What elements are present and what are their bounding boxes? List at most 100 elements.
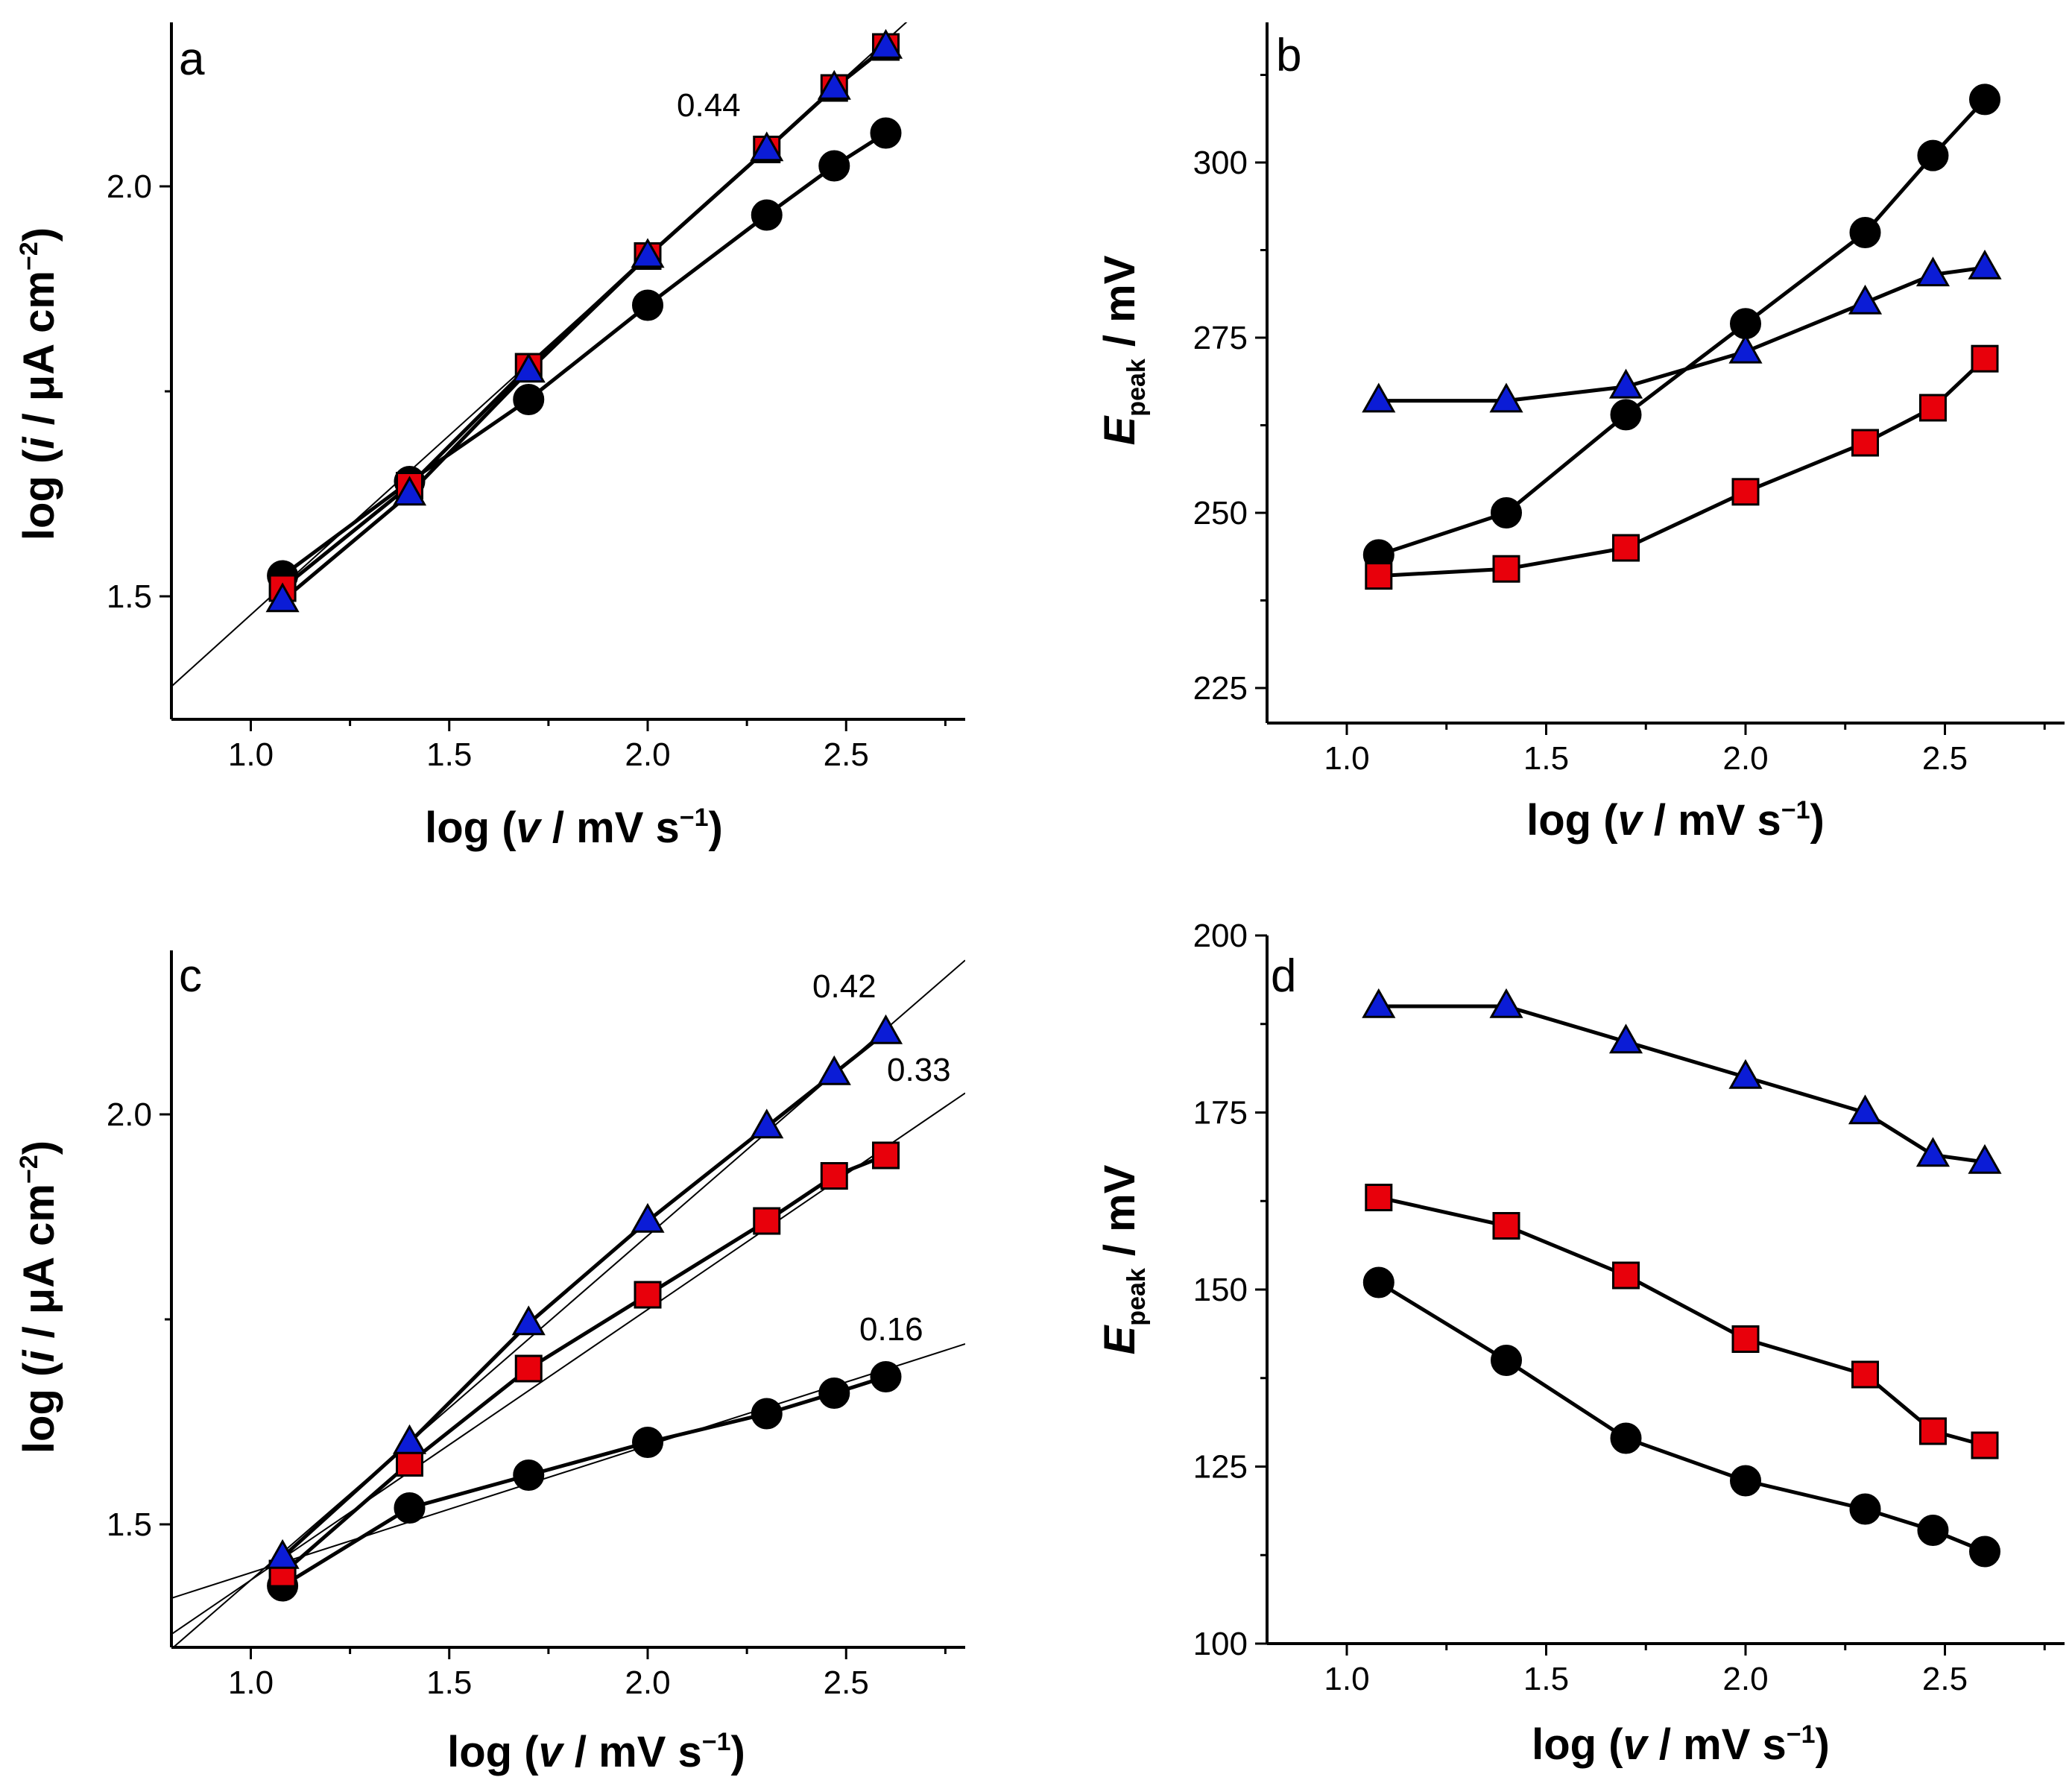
circle-marker bbox=[1491, 1345, 1522, 1376]
triangle-marker bbox=[1608, 1023, 1643, 1054]
panel-b-x-axis-title: log (v / mV s−1) bbox=[1526, 796, 1825, 845]
y-tick-label: 300 bbox=[1193, 145, 1248, 181]
y-tick-label: 100 bbox=[1193, 1626, 1248, 1662]
square-marker bbox=[1365, 1184, 1393, 1211]
x-tick-label: 1.0 bbox=[1324, 740, 1369, 777]
panel-c-slope-label-1: 0.33 bbox=[887, 1052, 951, 1088]
y-tick-label: 200 bbox=[1193, 918, 1248, 954]
panel-a: 1.0 1.5 2.0 2.5 1.5 2.0 a 0.44 log (v / mV s−… bbox=[15, 22, 965, 852]
y-tick-label: 1.5 bbox=[107, 578, 152, 615]
panel-d-axes: 1.0 1.5 2.0 2.5 100 125 150 175 200 bbox=[1193, 918, 2065, 1697]
square-marker bbox=[1612, 1261, 1640, 1290]
circle-marker bbox=[1917, 139, 1949, 171]
circle-marker bbox=[394, 1492, 426, 1524]
panel-c: 1.0 1.5 2.0 2.5 1.5 2.0 c 0.42 0.33 0.16 log … bbox=[15, 950, 965, 1776]
panel-c-series-lines bbox=[281, 1031, 888, 1588]
series-line-circle bbox=[281, 131, 887, 578]
square-marker bbox=[396, 1449, 423, 1477]
series-line-triangle bbox=[281, 1031, 888, 1559]
circle-marker bbox=[632, 1427, 663, 1458]
circle-marker bbox=[632, 289, 663, 321]
circle-marker bbox=[513, 384, 545, 415]
panel-c-x-axis-title: log (v / mV s−1) bbox=[447, 1728, 745, 1776]
series-line-square bbox=[281, 1153, 887, 1575]
panel-a-series-lines bbox=[281, 45, 888, 602]
circle-marker bbox=[1491, 497, 1522, 528]
circle-marker bbox=[1849, 217, 1881, 248]
triangle-marker bbox=[1489, 988, 1523, 1018]
triangle-marker bbox=[265, 582, 300, 613]
panel-c-markers bbox=[265, 1014, 903, 1602]
square-marker bbox=[1365, 562, 1393, 590]
triangle-marker bbox=[868, 28, 903, 59]
triangle-marker bbox=[1915, 1137, 1951, 1167]
panel-b-axes: 1.0 1.5 2.0 2.5 225 250 275 300 bbox=[1193, 22, 2065, 777]
series-line-square bbox=[1378, 1196, 1986, 1448]
panel-d-x-axis-title: log (v / mV s−1) bbox=[1532, 1720, 1830, 1769]
square-marker bbox=[753, 1207, 781, 1235]
circle-marker bbox=[1969, 1536, 2000, 1568]
panel-c-axes: 1.0 1.5 2.0 2.5 1.5 2.0 bbox=[107, 950, 965, 1701]
y-tick-label: 225 bbox=[1193, 670, 1248, 707]
y-tick-label: 275 bbox=[1193, 320, 1248, 356]
y-tick-label: 1.5 bbox=[107, 1506, 152, 1543]
square-marker bbox=[1492, 555, 1520, 583]
square-marker bbox=[872, 1141, 900, 1170]
panel-b: 1.0 1.5 2.0 2.5 225 250 275 300 b log (v / mV s… bbox=[1096, 22, 2065, 845]
triangle-marker bbox=[1362, 382, 1396, 413]
panel-a-axes: 1.0 1.5 2.0 2.5 1.5 2.0 bbox=[107, 22, 965, 773]
square-marker bbox=[1918, 1417, 1947, 1445]
panel-c-slope-label-0: 0.42 bbox=[812, 968, 877, 1005]
square-marker bbox=[514, 1354, 543, 1383]
square-marker bbox=[1851, 429, 1879, 457]
circle-marker bbox=[1849, 1493, 1881, 1525]
x-tick-label: 1.0 bbox=[1324, 1661, 1369, 1697]
x-tick-label: 1.5 bbox=[426, 736, 472, 773]
triangle-marker bbox=[1968, 249, 2002, 280]
panel-b-markers bbox=[1362, 83, 2002, 590]
triangle-marker bbox=[631, 238, 665, 268]
triangle-marker bbox=[265, 1539, 300, 1569]
x-tick-label: 1.5 bbox=[426, 1664, 472, 1701]
panel-d-series-lines bbox=[1377, 1004, 1986, 1553]
x-tick-label: 1.5 bbox=[1523, 740, 1569, 777]
series-line-square bbox=[1378, 357, 1986, 578]
triangle-marker bbox=[750, 1108, 784, 1139]
triangle-marker bbox=[817, 69, 851, 100]
triangle-marker bbox=[631, 1202, 665, 1233]
series-line-triangle bbox=[1378, 1004, 1986, 1164]
x-tick-label: 1.5 bbox=[1523, 1661, 1569, 1697]
panel-a-markers bbox=[265, 28, 903, 613]
circle-marker bbox=[1969, 83, 2000, 116]
circle-marker bbox=[1917, 1515, 1949, 1546]
circle-marker bbox=[1610, 399, 1642, 431]
circle-marker bbox=[1610, 1422, 1642, 1454]
panel-a-x-axis-title: log (v / mV s−1) bbox=[425, 804, 723, 852]
triangle-marker bbox=[1728, 1058, 1763, 1089]
panel-c-slope-label-2: 0.16 bbox=[859, 1311, 923, 1348]
circle-marker bbox=[870, 1361, 902, 1392]
y-tick-label: 125 bbox=[1193, 1449, 1248, 1486]
square-marker bbox=[1731, 478, 1760, 506]
square-marker bbox=[1492, 1212, 1520, 1240]
panel-a-y-axis-title: log (i / μA cm−2) bbox=[15, 227, 63, 540]
series-line-circle bbox=[1377, 1281, 1986, 1553]
triangle-marker bbox=[1968, 1143, 2002, 1174]
square-marker bbox=[820, 1162, 848, 1190]
circle-marker bbox=[870, 117, 902, 149]
circle-marker bbox=[1362, 1266, 1395, 1298]
panel-a-slope-label: 0.44 bbox=[677, 87, 741, 124]
x-tick-label: 2.5 bbox=[824, 736, 869, 773]
triangle-marker bbox=[1848, 1094, 1883, 1125]
triangle-marker bbox=[511, 1305, 546, 1336]
square-marker bbox=[1851, 1360, 1879, 1389]
x-tick-label: 1.0 bbox=[228, 736, 274, 773]
triangle-marker bbox=[1608, 368, 1643, 399]
series-line-triangle bbox=[1378, 265, 1986, 403]
panel-b-series-lines bbox=[1378, 98, 1986, 578]
x-tick-label: 2.0 bbox=[625, 1664, 670, 1701]
circle-marker bbox=[751, 1398, 783, 1430]
x-tick-label: 1.0 bbox=[228, 1664, 274, 1701]
panel-d-markers bbox=[1362, 988, 2002, 1568]
